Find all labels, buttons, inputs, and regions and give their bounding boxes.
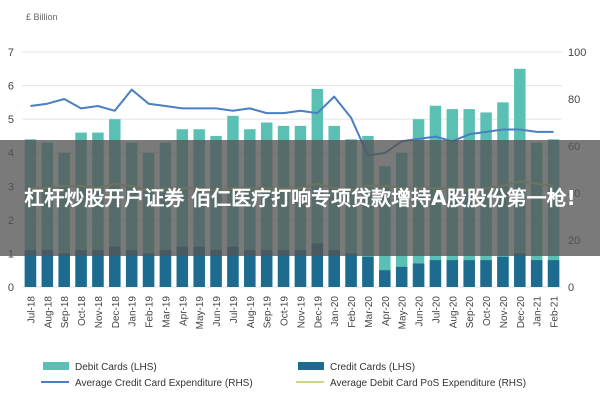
x-tick-label: Feb-21 <box>550 296 561 328</box>
x-tick-label: Jul-20 <box>431 296 442 324</box>
credit-bar <box>210 250 222 287</box>
credit-bar <box>109 246 121 287</box>
x-tick-label: Sep-19 <box>263 296 274 329</box>
credit-bar <box>362 256 374 287</box>
x-tick-label: Aug-20 <box>448 296 459 329</box>
right-tick-label: 100 <box>568 47 586 59</box>
x-tick-label: Nov-18 <box>94 296 105 329</box>
x-tick-label: Mar-19 <box>161 296 172 328</box>
x-tick-label: Dec-18 <box>111 296 122 329</box>
legend-swatch <box>298 362 324 370</box>
headline-text: 杠杆炒股开户证券 佰仁医疗打响专项贷款增持A股股份第一枪! <box>24 186 576 210</box>
credit-bar <box>429 260 442 287</box>
credit-bar <box>345 253 357 287</box>
credit-bar <box>395 266 408 287</box>
credit-bar <box>379 270 391 287</box>
x-tick-label: Dec-20 <box>516 296 527 329</box>
legend: Debit Cards (LHS) Credit Cards (LHS) Avera… <box>41 362 526 389</box>
credit-bar <box>260 250 273 287</box>
x-tick-label: Apr-19 <box>178 296 189 326</box>
x-tick-label: May-20 <box>398 296 409 330</box>
credit-bar <box>227 246 239 287</box>
right-tick-label: 80 <box>568 94 580 106</box>
x-tick-label: Jan-20 <box>330 296 341 327</box>
x-tick-label: Oct-19 <box>280 296 291 326</box>
credit-bar <box>176 246 189 287</box>
legend-label: Debit Cards (LHS) <box>75 362 157 373</box>
credit-bar <box>75 250 87 287</box>
credit-bar <box>159 250 172 287</box>
x-tick-label: Dec-19 <box>313 296 324 329</box>
credit-bar <box>277 250 290 287</box>
credit-bar <box>125 250 138 287</box>
x-tick-label: Oct-18 <box>77 296 88 326</box>
x-tick-label: Jul-18 <box>26 296 37 324</box>
x-tick-label: Mar-20 <box>364 296 375 328</box>
x-tick-label: Apr-20 <box>381 296 392 326</box>
credit-bar <box>244 250 256 287</box>
credit-expenditure-line <box>30 88 554 157</box>
x-tick-label: Jan-19 <box>128 296 139 327</box>
x-tick-label: Sep-18 <box>60 296 71 329</box>
x-tick-label: Jul-19 <box>229 296 240 324</box>
x-tick-label: Jun-19 <box>212 296 223 327</box>
credit-bar <box>497 256 509 287</box>
credit-bar <box>41 250 54 287</box>
x-tick-label: Feb-19 <box>145 296 156 328</box>
credit-bar <box>328 250 340 287</box>
credit-bar <box>463 260 475 287</box>
x-tick-label: May-19 <box>195 296 206 330</box>
credit-bar <box>193 246 205 287</box>
credit-bar <box>58 253 70 287</box>
credit-bar <box>514 253 526 287</box>
x-tick-label: Feb-20 <box>347 296 358 328</box>
left-tick-label: 7 <box>8 47 14 59</box>
legend-label: Average Debit Card PoS Expenditure (RHS) <box>330 378 526 389</box>
credit-bar <box>530 260 543 287</box>
x-tick-label: Aug-18 <box>43 296 54 329</box>
x-axis: Jul-18 Sep-18 Nov-18 Jan-19 Mar-19 May-19 Jul-… <box>26 296 560 330</box>
credit-bar <box>547 260 560 287</box>
legend-label: Average Credit Card Expenditure (RHS) <box>75 378 253 389</box>
credit-bar <box>294 250 307 287</box>
credit-bar <box>24 250 37 287</box>
headline-overlay: 杠杆炒股开户证券 佰仁医疗打响专项贷款增持A股股份第一枪! <box>0 140 600 256</box>
credit-bar <box>311 243 324 287</box>
legend-label: Credit Cards (LHS) <box>330 362 415 373</box>
x-tick-label: Jan-21 <box>533 296 544 327</box>
credit-bar <box>446 260 459 287</box>
left-tick-label: 5 <box>8 114 14 126</box>
legend-swatch <box>43 362 69 370</box>
left-tick-label: 0 <box>8 282 14 294</box>
x-tick-label: Aug-19 <box>246 296 257 329</box>
left-axis-unit: £ Billion <box>26 12 58 22</box>
x-tick-label: Oct-20 <box>482 296 493 326</box>
x-tick-label: Nov-19 <box>296 296 307 329</box>
x-tick-label: Jun-20 <box>415 296 426 327</box>
credit-bar <box>412 263 425 287</box>
credit-bar <box>142 253 155 287</box>
x-tick-label: Nov-20 <box>499 296 510 329</box>
credit-bar <box>480 260 492 287</box>
right-tick-label: 0 <box>568 282 574 294</box>
left-tick-label: 6 <box>8 81 14 93</box>
credit-bar <box>92 250 104 287</box>
x-tick-label: Sep-20 <box>465 296 476 329</box>
